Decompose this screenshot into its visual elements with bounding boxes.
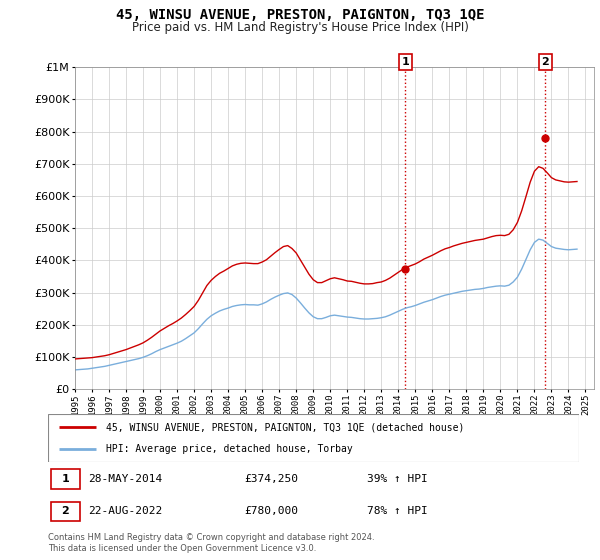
Text: 28-MAY-2014: 28-MAY-2014 xyxy=(88,474,162,484)
Text: 45, WINSU AVENUE, PRESTON, PAIGNTON, TQ3 1QE (detached house): 45, WINSU AVENUE, PRESTON, PAIGNTON, TQ3… xyxy=(106,422,465,432)
Text: 2: 2 xyxy=(61,506,69,516)
Text: 22-AUG-2022: 22-AUG-2022 xyxy=(88,506,162,516)
FancyBboxPatch shape xyxy=(50,502,80,521)
Text: £780,000: £780,000 xyxy=(244,506,298,516)
Text: 45, WINSU AVENUE, PRESTON, PAIGNTON, TQ3 1QE: 45, WINSU AVENUE, PRESTON, PAIGNTON, TQ3… xyxy=(116,8,484,22)
Text: Price paid vs. HM Land Registry's House Price Index (HPI): Price paid vs. HM Land Registry's House … xyxy=(131,21,469,34)
Text: 39% ↑ HPI: 39% ↑ HPI xyxy=(367,474,427,484)
Text: £374,250: £374,250 xyxy=(244,474,298,484)
FancyBboxPatch shape xyxy=(50,469,80,489)
Text: Contains HM Land Registry data © Crown copyright and database right 2024.
This d: Contains HM Land Registry data © Crown c… xyxy=(48,533,374,553)
FancyBboxPatch shape xyxy=(48,414,579,462)
Text: 78% ↑ HPI: 78% ↑ HPI xyxy=(367,506,427,516)
Text: 1: 1 xyxy=(61,474,69,484)
Text: 1: 1 xyxy=(401,57,409,67)
Text: HPI: Average price, detached house, Torbay: HPI: Average price, detached house, Torb… xyxy=(106,444,353,454)
Text: 2: 2 xyxy=(541,57,549,67)
